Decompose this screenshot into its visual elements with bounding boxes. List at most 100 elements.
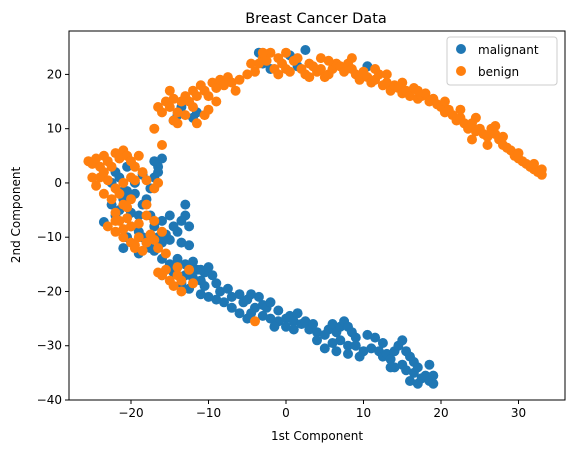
- point-benign: [536, 164, 547, 175]
- point-benign: [126, 221, 136, 232]
- point-benign: [137, 245, 148, 256]
- point-benign: [346, 53, 357, 64]
- point-benign: [133, 150, 144, 161]
- point-malignant: [199, 281, 210, 291]
- point-malignant: [385, 354, 396, 365]
- point-malignant: [157, 215, 167, 226]
- point-benign: [234, 74, 245, 85]
- point-malignant: [184, 240, 195, 251]
- point-malignant: [164, 234, 175, 245]
- x-tick-label: 30: [511, 406, 526, 420]
- point-benign: [211, 96, 222, 107]
- point-benign: [141, 199, 152, 210]
- point-benign: [129, 240, 140, 251]
- point-benign: [172, 270, 183, 281]
- point-benign: [315, 64, 326, 74]
- point-malignant: [385, 362, 396, 373]
- point-malignant: [164, 210, 175, 221]
- point-benign: [230, 85, 241, 96]
- point-malignant: [327, 319, 338, 329]
- point-benign: [157, 140, 167, 150]
- point-benign: [160, 248, 171, 259]
- point-malignant: [219, 297, 229, 308]
- point-benign: [172, 118, 183, 129]
- point-malignant: [269, 321, 280, 332]
- x-tick-label: 10: [356, 406, 371, 420]
- y-axis-label: 2nd Component: [9, 167, 23, 264]
- point-malignant: [281, 321, 291, 332]
- point-malignant: [265, 313, 276, 324]
- point-malignant: [343, 348, 353, 359]
- point-benign: [315, 53, 326, 64]
- point-malignant: [153, 167, 164, 178]
- y-tick-label: 0: [54, 176, 62, 190]
- point-benign: [98, 188, 109, 199]
- point-benign: [164, 85, 175, 96]
- point-benign: [180, 110, 191, 121]
- point-benign: [397, 77, 408, 88]
- point-malignant: [300, 316, 311, 327]
- point-benign: [412, 85, 423, 96]
- point-benign: [529, 158, 539, 169]
- point-malignant: [288, 324, 299, 335]
- point-benign: [455, 104, 466, 115]
- point-malignant: [401, 365, 412, 376]
- point-malignant: [350, 332, 361, 343]
- point-malignant: [257, 310, 268, 321]
- point-malignant: [331, 346, 342, 357]
- point-benign: [87, 172, 98, 183]
- point-benign: [188, 278, 198, 289]
- point-benign: [339, 66, 350, 77]
- point-malignant: [319, 343, 330, 354]
- point-benign: [133, 218, 144, 229]
- point-benign: [203, 104, 214, 115]
- point-benign: [153, 267, 164, 278]
- point-malignant: [203, 262, 214, 273]
- point-benign: [184, 264, 195, 275]
- point-benign: [91, 180, 102, 191]
- point-benign: [482, 140, 493, 150]
- x-tick-label: 20: [433, 406, 448, 420]
- point-malignant: [203, 291, 214, 302]
- point-malignant: [246, 308, 257, 319]
- point-benign: [490, 121, 501, 131]
- point-benign: [153, 243, 164, 254]
- point-malignant: [118, 243, 129, 254]
- point-malignant: [350, 340, 361, 351]
- point-benign: [284, 66, 295, 77]
- point-benign: [141, 237, 152, 248]
- point-benign: [211, 83, 222, 93]
- y-tick-label: −20: [37, 284, 62, 298]
- point-malignant: [222, 283, 233, 294]
- point-malignant: [215, 286, 226, 297]
- point-malignant: [377, 338, 388, 348]
- point-benign: [226, 77, 237, 88]
- point-benign: [381, 69, 392, 80]
- point-benign: [149, 234, 160, 245]
- point-benign: [242, 69, 253, 80]
- point-malignant: [292, 308, 303, 319]
- point-malignant: [412, 362, 423, 373]
- point-benign: [323, 55, 334, 66]
- point-benign: [98, 167, 109, 178]
- point-malignant: [412, 378, 423, 389]
- legend-label-malignant: malignant: [478, 43, 539, 57]
- point-benign: [129, 161, 140, 172]
- point-malignant: [428, 370, 439, 381]
- point-benign: [157, 226, 167, 237]
- point-benign: [420, 88, 431, 99]
- point-malignant: [273, 305, 284, 316]
- point-benign: [160, 264, 171, 275]
- point-malignant: [157, 153, 167, 164]
- legend: malignant benign: [446, 36, 558, 86]
- chart-title: Breast Cancer Data: [245, 11, 387, 27]
- legend-marker-benign: [456, 66, 466, 76]
- point-benign: [265, 47, 276, 58]
- point-benign: [381, 77, 392, 88]
- point-malignant: [253, 291, 264, 302]
- point-malignant: [195, 289, 206, 300]
- plot-area: [83, 45, 547, 389]
- point-malignant: [172, 226, 183, 237]
- point-benign: [261, 55, 272, 66]
